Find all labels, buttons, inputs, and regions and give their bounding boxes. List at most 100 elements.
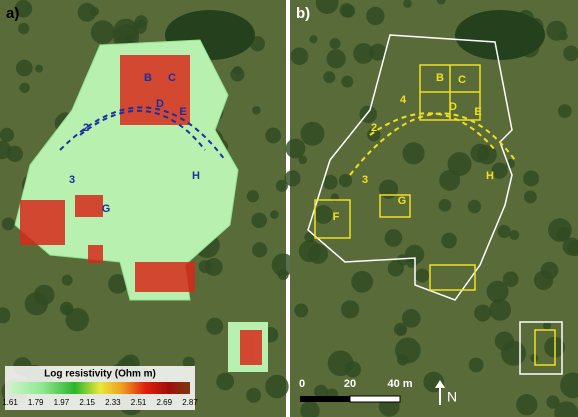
tree	[90, 20, 115, 45]
tree	[353, 43, 374, 64]
feature-label: D	[156, 98, 164, 110]
tree	[477, 144, 497, 165]
feature-label: 2	[371, 122, 377, 134]
tree	[378, 179, 399, 199]
tree	[338, 173, 353, 188]
path-arrow	[349, 112, 516, 176]
tree	[6, 145, 23, 163]
feature-label: E	[474, 106, 481, 118]
tree	[344, 361, 362, 378]
tree	[18, 22, 30, 35]
tree	[554, 401, 578, 417]
tree	[252, 242, 268, 258]
tree	[252, 106, 261, 115]
path-arrow	[369, 112, 496, 151]
feature-label: 4	[400, 94, 407, 106]
tree	[59, 301, 74, 316]
feature-label: B	[144, 72, 152, 84]
tree	[0, 127, 15, 143]
tree	[270, 210, 279, 219]
tree	[396, 325, 407, 336]
scale-bar	[349, 395, 401, 403]
colorbar-tick-label: 2.87	[182, 398, 198, 407]
tree	[251, 212, 267, 229]
tree	[387, 260, 404, 277]
tree	[298, 155, 308, 165]
tree	[436, 0, 446, 5]
tree	[415, 268, 430, 283]
feature-label: 2	[83, 122, 89, 134]
tree	[497, 224, 511, 239]
tree	[441, 232, 457, 249]
colorbar-tick-label: 1.79	[28, 398, 44, 407]
feature-label: E	[179, 106, 186, 118]
tree	[24, 292, 49, 316]
tree	[339, 3, 354, 18]
tree	[394, 337, 421, 364]
tree	[403, 0, 412, 8]
aerial-image	[290, 0, 578, 417]
feature-label: G	[102, 203, 111, 215]
tree	[271, 253, 295, 277]
tree	[314, 384, 328, 399]
tree	[329, 38, 341, 50]
tree	[366, 6, 385, 26]
tree	[439, 169, 461, 191]
survey-outline	[307, 34, 513, 301]
panel-label: a)	[6, 5, 19, 22]
tree	[300, 121, 325, 146]
tree	[494, 331, 514, 351]
tree	[265, 127, 282, 144]
tree	[284, 170, 301, 187]
tree	[206, 317, 224, 335]
tree	[90, 6, 100, 17]
tree	[14, 0, 33, 18]
tree	[438, 198, 452, 212]
tree	[323, 71, 336, 84]
tree	[467, 199, 482, 214]
tree	[309, 35, 318, 44]
structures	[314, 64, 556, 366]
tree	[533, 270, 554, 290]
tree	[560, 372, 578, 399]
colorbar-tick-label: 2.33	[105, 398, 121, 407]
feature-label: 3	[362, 174, 368, 186]
tree	[384, 229, 403, 247]
colorbar-tick-label: 2.51	[131, 398, 147, 407]
colorbar-tick-label: 1.61	[2, 398, 18, 407]
panel-b: N b) B C 4 D E 2 3 H F G 0 20 40 m	[284, 0, 578, 417]
scale-label: 40 m	[387, 378, 412, 390]
tree	[486, 280, 509, 303]
tree	[19, 82, 30, 93]
tree	[563, 45, 578, 62]
feature-label: C	[458, 74, 466, 86]
tree	[15, 59, 33, 77]
panel-label: b)	[296, 5, 310, 22]
tree	[285, 138, 306, 159]
path-arrow	[59, 106, 226, 161]
survey-outline	[519, 321, 563, 375]
tree	[509, 230, 520, 241]
tree	[369, 43, 387, 61]
tree	[315, 0, 339, 15]
tree	[308, 243, 329, 264]
tree	[1, 217, 15, 231]
tree	[265, 374, 289, 399]
tree	[246, 387, 262, 403]
tree	[113, 18, 139, 45]
tree	[341, 75, 354, 88]
scale-label: 0	[299, 378, 305, 390]
tree	[502, 271, 519, 288]
tree	[523, 170, 540, 187]
tree	[304, 231, 316, 243]
tree	[300, 400, 320, 417]
tree	[216, 372, 235, 391]
tree	[65, 307, 90, 332]
tree	[341, 300, 360, 319]
feature-label: G	[398, 195, 407, 207]
feature-label: D	[449, 101, 457, 113]
feature-label: H	[486, 170, 494, 182]
tree	[326, 49, 346, 69]
tree	[367, 128, 381, 142]
